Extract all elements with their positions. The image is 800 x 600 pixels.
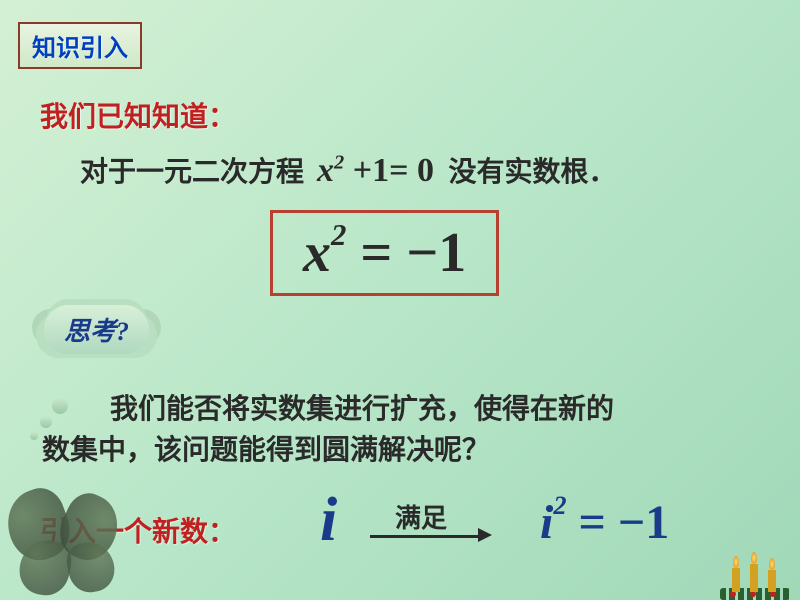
i-symbol: i xyxy=(320,485,337,556)
dot-1 xyxy=(52,398,68,414)
intro-label-box: 知识引入 xyxy=(18,22,142,69)
candle-1 xyxy=(732,568,740,592)
i2-i: i xyxy=(540,496,553,549)
flame-1 xyxy=(733,556,739,568)
butterfly-decoration xyxy=(0,470,140,600)
i2-sup: 2 xyxy=(553,490,566,520)
think-label: 思考? xyxy=(64,317,129,346)
for-equation-text: 对于一元二次方程 xyxy=(80,157,304,188)
think-bubble: 思考? xyxy=(44,305,149,354)
eq1: x2 +1= 0 xyxy=(317,152,442,189)
arrow-head-icon xyxy=(478,528,492,542)
eq1-x: x xyxy=(317,152,334,189)
flame-2 xyxy=(751,552,757,564)
eq1-sup: 2 xyxy=(334,152,344,174)
dot-3 xyxy=(30,432,38,440)
arrow-line xyxy=(370,535,480,538)
i-squared-eq: i2 = −1 xyxy=(540,495,669,550)
boxed-x: x xyxy=(303,222,331,284)
boxed-rest: = −1 xyxy=(346,222,466,284)
think-line2: 数集中，该问题能得到圆满解决呢？ xyxy=(42,428,490,468)
dot-2 xyxy=(40,416,52,428)
eq1-rest: +1= 0 xyxy=(344,152,434,189)
satisfy-label: 满足 xyxy=(395,498,447,535)
boxed-sup: 2 xyxy=(331,218,346,252)
candles-decoration xyxy=(720,550,790,600)
i2-rest: = −1 xyxy=(567,496,670,549)
intro-label-text: 知识引入 xyxy=(32,36,128,62)
no-real-root: 没有实数根． xyxy=(448,157,616,188)
we-know-text: 我们已知知道： xyxy=(40,95,236,135)
cloud-shape: 思考? xyxy=(44,305,149,354)
think-question: 我们能否将实数集进行扩充，使得在新的 xyxy=(110,390,614,429)
boxed-equation: x2 = −1 xyxy=(270,210,499,296)
candle-3 xyxy=(768,570,776,592)
candle-2 xyxy=(750,564,758,592)
think-line1: 我们能否将实数集进行扩充，使得在新的 xyxy=(110,390,614,429)
equation-line: 对于一元二次方程 x2 +1= 0 没有实数根． xyxy=(80,150,616,190)
boxed-math: x2 = −1 xyxy=(303,222,466,284)
flame-3 xyxy=(769,558,775,570)
